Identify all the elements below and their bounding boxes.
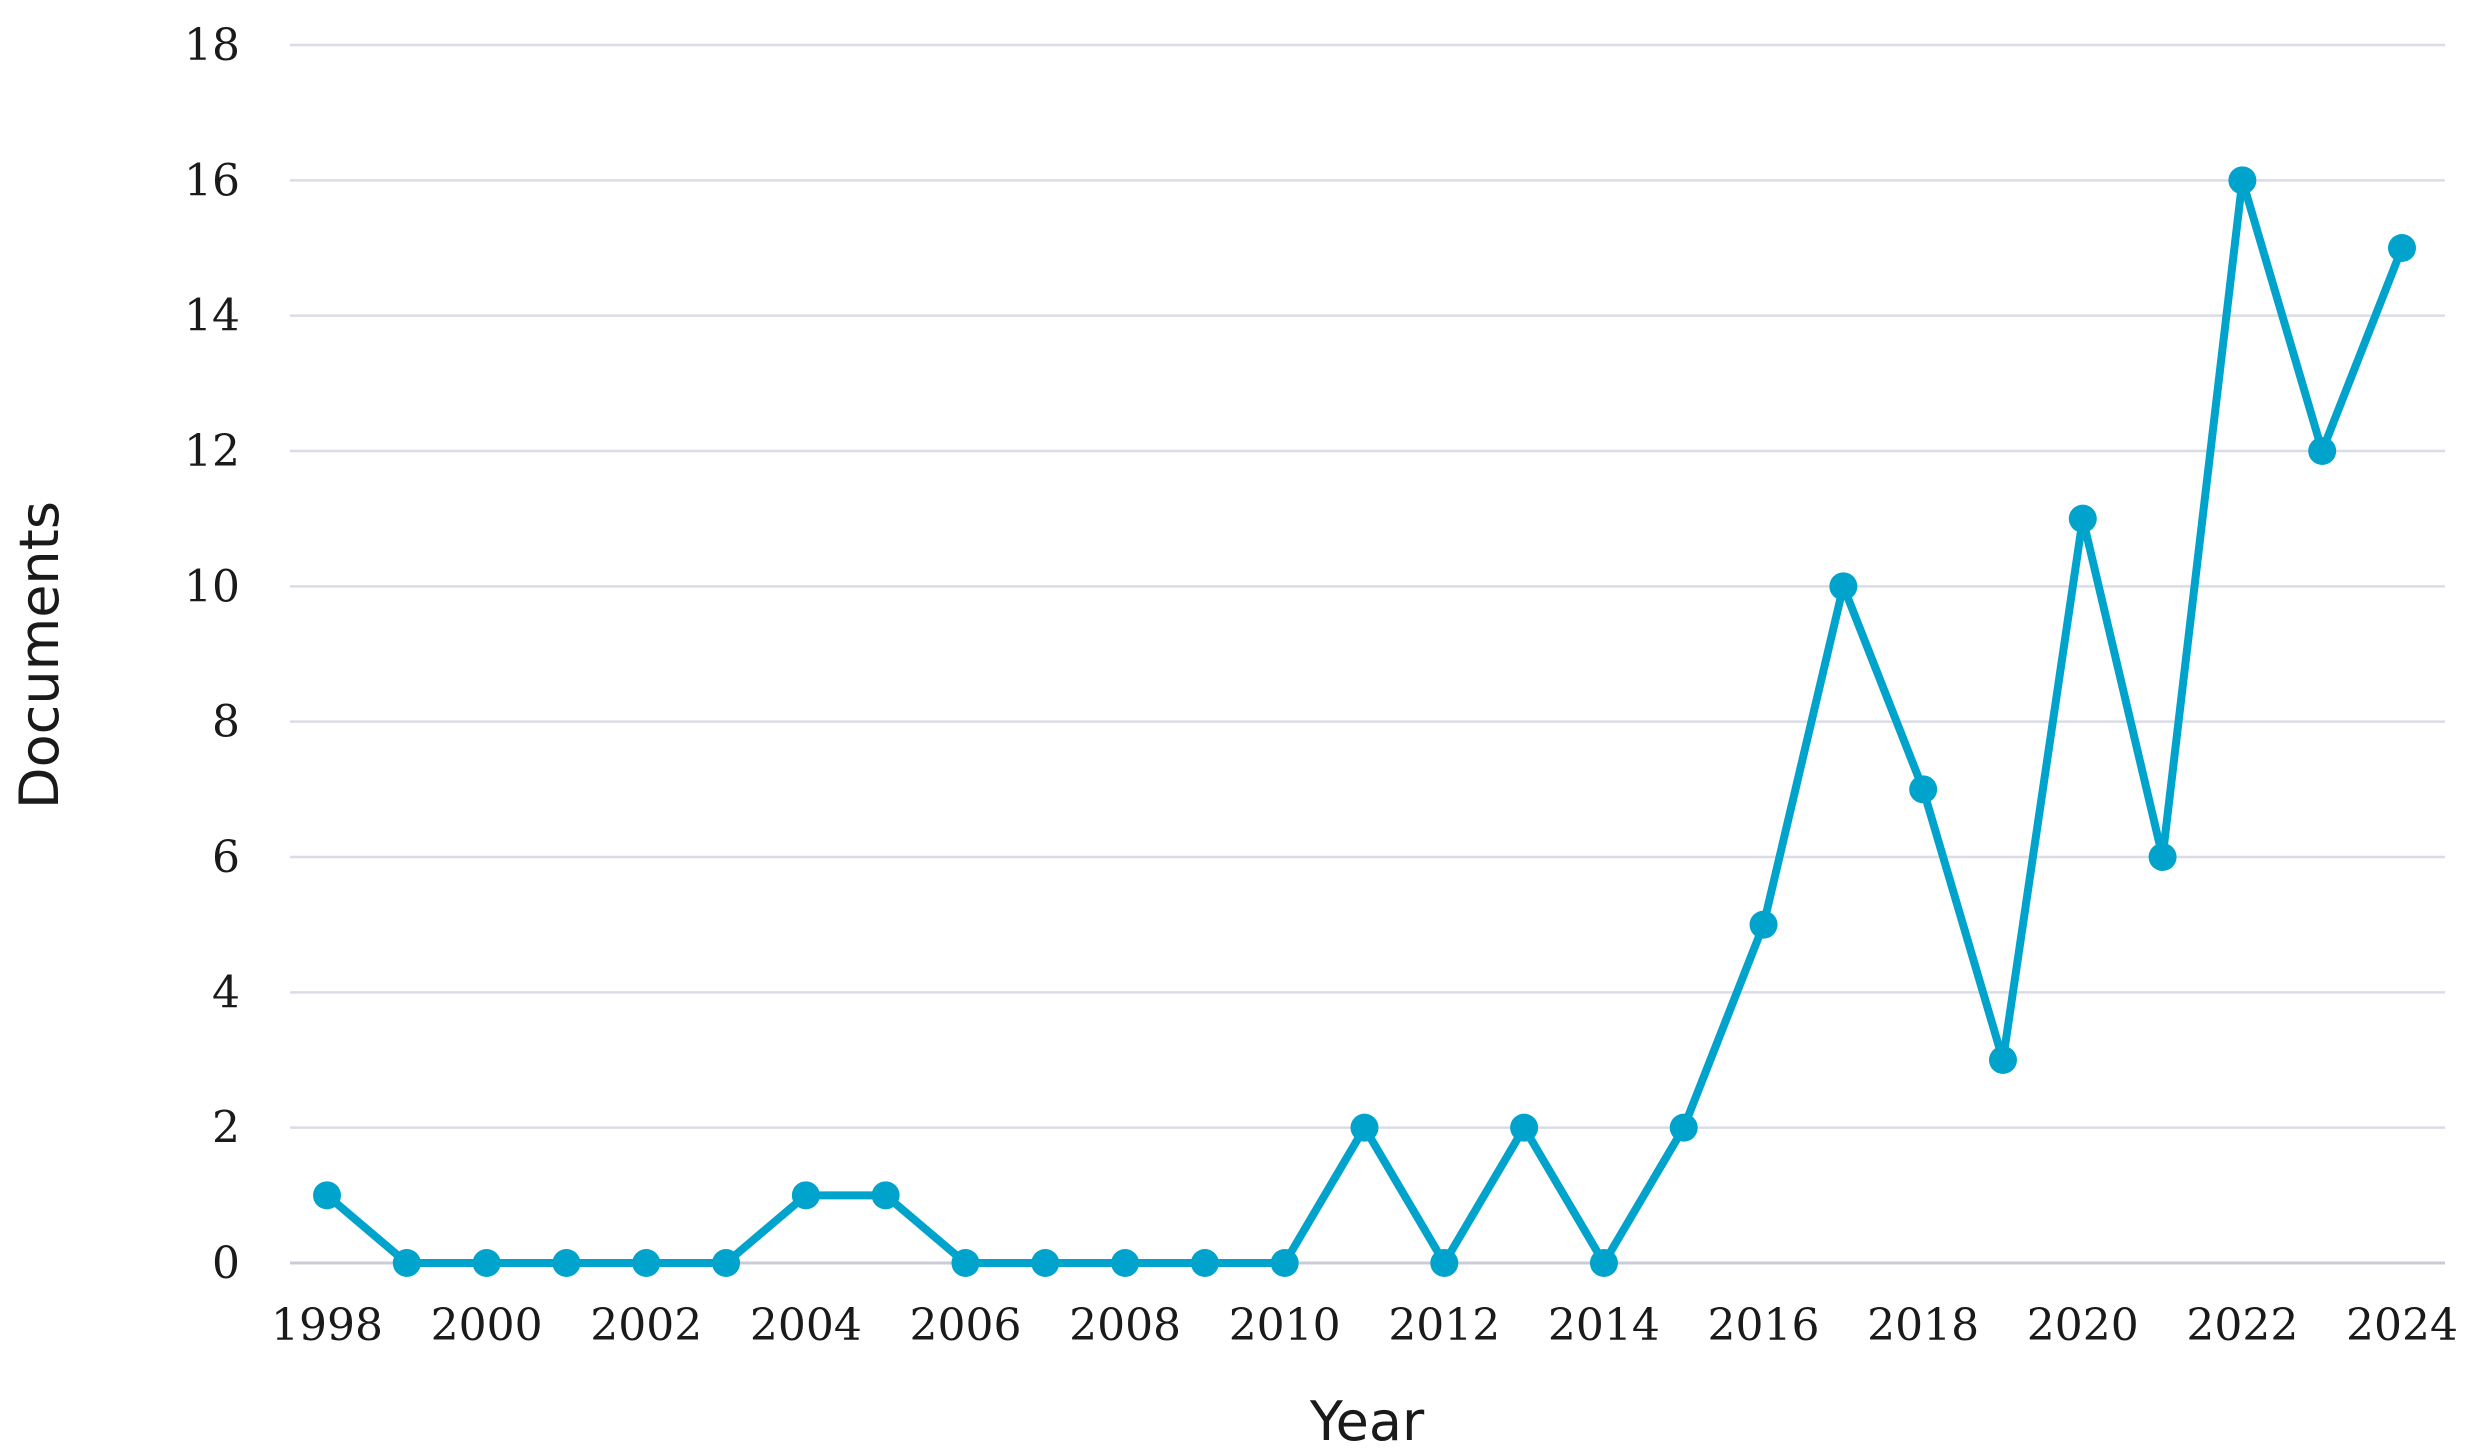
gridlines bbox=[290, 43, 2445, 1265]
y-tick-label: 14 bbox=[184, 291, 240, 342]
y-tick-label: 10 bbox=[184, 561, 240, 612]
x-tick-label: 2002 bbox=[590, 1300, 702, 1351]
y-tick-label: 18 bbox=[184, 20, 240, 71]
x-axis-ticks: 1998 2000 2002 2004 2006 2008 2010 2012 2014 2016… bbox=[271, 1300, 2458, 1351]
data-point-2007 bbox=[1031, 1249, 1060, 1277]
y-tick-label: 4 bbox=[212, 967, 240, 1018]
x-tick-label: 2016 bbox=[1708, 1300, 1820, 1351]
data-point-2019 bbox=[1988, 1046, 2017, 1074]
data-point-2012 bbox=[1430, 1249, 1459, 1277]
series-layer bbox=[313, 166, 2416, 1277]
x-tick-label: 2020 bbox=[2027, 1300, 2139, 1351]
data-point-2017 bbox=[1829, 572, 1858, 601]
data-point-2002 bbox=[632, 1249, 661, 1277]
data-point-2022 bbox=[2228, 166, 2257, 195]
x-tick-label: 2006 bbox=[909, 1300, 1021, 1351]
x-tick-label: 2022 bbox=[2186, 1300, 2298, 1351]
x-axis-title: Year bbox=[1309, 1390, 1425, 1453]
y-tick-label: 6 bbox=[212, 832, 240, 883]
x-tick-label: 1998 bbox=[271, 1300, 383, 1351]
data-point-1999 bbox=[392, 1249, 421, 1277]
x-tick-label: 2008 bbox=[1069, 1300, 1181, 1351]
data-point-2010 bbox=[1270, 1249, 1299, 1277]
y-tick-label: 0 bbox=[212, 1238, 240, 1289]
x-tick-label: 2010 bbox=[1229, 1300, 1341, 1351]
data-point-2006 bbox=[951, 1249, 980, 1277]
data-point-2004 bbox=[791, 1181, 820, 1210]
y-axis-title: Documents bbox=[8, 501, 71, 809]
data-point-2009 bbox=[1190, 1249, 1219, 1277]
data-point-2021 bbox=[2148, 843, 2177, 871]
data-point-2024 bbox=[2388, 234, 2416, 262]
data-point-2023 bbox=[2308, 437, 2337, 465]
y-axis-ticks: 0 2 4 6 8 10 12 14 16 18 bbox=[184, 20, 240, 1289]
x-tick-label: 2018 bbox=[1867, 1300, 1979, 1351]
data-point-2018 bbox=[1909, 775, 1938, 804]
data-point-2005 bbox=[871, 1181, 900, 1210]
x-tick-label: 2014 bbox=[1548, 1300, 1660, 1351]
data-point-2001 bbox=[552, 1249, 581, 1277]
data-point-1998 bbox=[313, 1181, 341, 1210]
y-tick-label: 12 bbox=[184, 426, 240, 477]
x-tick-label: 2012 bbox=[1388, 1300, 1500, 1351]
data-point-2003 bbox=[712, 1249, 741, 1277]
data-point-2014 bbox=[1589, 1249, 1618, 1277]
data-point-2020 bbox=[2068, 504, 2097, 533]
data-point-2016 bbox=[1749, 910, 1778, 939]
x-tick-label: 2024 bbox=[2346, 1300, 2458, 1351]
data-point-2011 bbox=[1350, 1113, 1379, 1142]
data-point-2013 bbox=[1510, 1113, 1539, 1142]
data-point-2000 bbox=[472, 1249, 501, 1277]
x-tick-label: 2004 bbox=[750, 1300, 862, 1351]
data-point-2008 bbox=[1111, 1249, 1140, 1277]
data-point-2015 bbox=[1669, 1113, 1698, 1142]
y-tick-label: 16 bbox=[184, 155, 240, 206]
y-tick-label: 2 bbox=[212, 1103, 240, 1154]
y-tick-label: 8 bbox=[212, 697, 240, 748]
x-tick-label: 2000 bbox=[431, 1300, 543, 1351]
